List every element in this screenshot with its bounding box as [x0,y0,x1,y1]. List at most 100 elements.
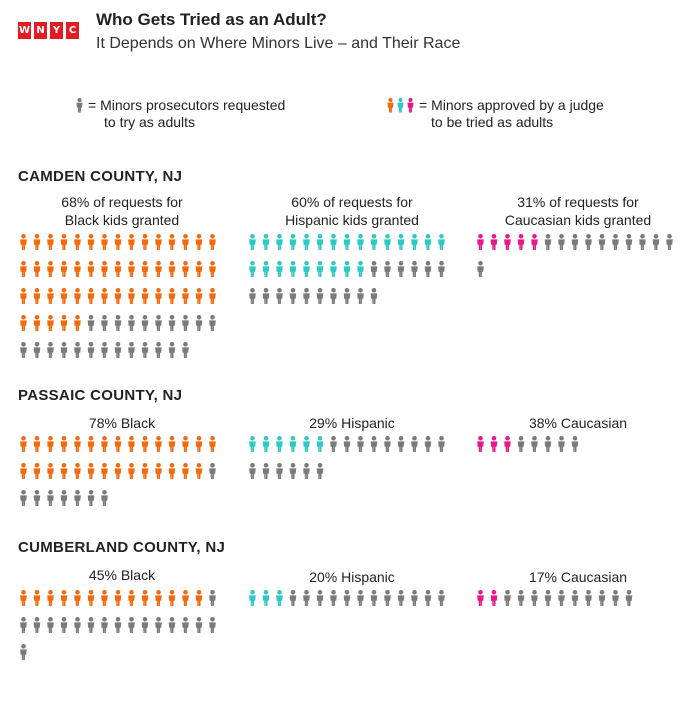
passaic-black-approved-person-icon [141,463,149,479]
passaic-black-approved-person-icon [195,463,203,479]
camden-hispanic-approved-person-icon [249,261,256,277]
camden-caucasian-requested-person-icon [598,234,606,250]
camden-caucasian-label-line1: 31% of requests for [517,194,639,210]
passaic-black-approved-person-icon [182,436,189,452]
camden-black-requested-person-icon [168,315,176,331]
passaic-hispanic-requested-person-icon [384,436,391,452]
passaic-black-approved-person-icon [74,463,81,479]
camden-hispanic-approved-person-icon [249,234,256,250]
camden-hispanic-approved-person-icon [384,234,391,250]
cumberland-caucasian-requested-person-icon [585,590,592,606]
cumberland-black-approved-person-icon [33,590,41,606]
passaic-hispanic-approved-person-icon [289,436,297,452]
passaic-hispanic-requested-person-icon [303,463,310,479]
camden-black-approved-person-icon [195,261,203,277]
passaic-black-approved-person-icon [209,436,216,452]
passaic-black-requested-person-icon [74,490,81,506]
camden-black-approved-person-icon [209,234,216,250]
camden-hispanic-approved-person-icon [397,234,405,250]
passaic-black-approved-person-icon [101,463,108,479]
passaic-caucasian-requested-person-icon [544,436,552,452]
camden-caucasian-approved-person-icon [477,234,484,250]
passaic-hispanic-requested-person-icon [289,463,297,479]
cumberland-caucasian-requested-person-icon [612,590,619,606]
passaic-hispanic-requested-person-icon [438,436,445,452]
cumberland-hispanic-requested-person-icon [303,590,310,606]
camden-hispanic-approved-person-icon [303,261,310,277]
camden-black-approved-person-icon [74,315,81,331]
camden-black-requested-person-icon [168,342,176,358]
cumberland-black-approved-person-icon [195,590,203,606]
passaic-caucasian-label: 38% Caucasian [528,415,628,431]
passaic-hispanic-approved-person-icon [316,436,324,452]
camden-black-requested-person-icon [20,342,27,358]
cumberland-black-label: 45% Black [88,567,156,583]
camden-black-approved-person-icon [20,288,27,304]
cumberland-black-requested-person-icon [20,617,27,633]
camden-hispanic-approved-person-icon [330,234,337,250]
camden-black-approved-person-icon [20,261,27,277]
camden-black-requested-person-icon [155,315,162,331]
cumberland-black-approved-person-icon [141,590,149,606]
passaic-black-approved-person-icon [60,463,68,479]
passaic-hispanic-approved-person-icon [249,436,256,452]
cumberland-black-requested-person-icon [87,617,95,633]
camden-black-label: 68% of requests for Black kids granted [22,193,222,229]
legend-approved-line2: to be tried as adults [431,114,554,130]
camden-hispanic-requested-person-icon [343,288,351,304]
camden-caucasian-requested-person-icon [585,234,592,250]
passaic-black-approved-person-icon [33,436,41,452]
passaic-black-requested-person-icon [209,463,216,479]
camden-hispanic-approved-person-icon [289,261,297,277]
passaic-hispanic-requested-person-icon [357,436,364,452]
cumberland-black-requested-person-icon [101,617,108,633]
camden-black-approved-person-icon [101,288,108,304]
cumberland-hispanic-requested-person-icon [384,590,391,606]
chart-subtitle: It Depends on Where Minors Live – and Th… [96,35,461,52]
cumberland-hispanic-approved-person-icon [262,590,270,606]
camden-black-approved-person-icon [128,261,135,277]
camden-hispanic-approved-person-icon [370,234,378,250]
camden-black-approved-person-icon [128,288,135,304]
camden-black-approved-person-icon [141,261,149,277]
passaic-black-requested-person-icon [47,490,54,506]
camden-black-requested-person-icon [209,315,216,331]
camden-black-approved-person-icon [155,288,162,304]
wnyc-logo: W N Y C [18,22,79,39]
camden-hispanic-approved-person-icon [303,234,310,250]
cumberland-black-requested-person-icon [155,617,162,633]
passaic-black-requested-person-icon [20,490,27,506]
camden-black-requested-person-icon [87,342,95,358]
passaic-hispanic-approved-person-icon [262,436,270,452]
camden-black-requested-person-icon [74,342,81,358]
cumberland-black-approved-person-icon [155,590,162,606]
cumberland-hispanic-requested-person-icon [316,590,324,606]
cumberland-hispanic-requested-person-icon [411,590,418,606]
camden-black-approved-person-icon [182,288,189,304]
camden-hispanic-approved-person-icon [357,261,364,277]
camden-black-requested-person-icon [182,315,189,331]
cumberland-hispanic-requested-person-icon [330,590,337,606]
camden-black-approved-person-icon [182,261,189,277]
camden-hispanic-approved-person-icon [262,261,270,277]
cumberland-caucasian-approved-person-icon [477,590,484,606]
passaic-black-approved-person-icon [128,463,135,479]
camden-caucasian-label: 31% of requests for Caucasian kids grant… [478,193,678,229]
passaic-caucasian-approved-person-icon [477,436,484,452]
cumberland-black-requested-person-icon [141,617,149,633]
logo-letter-c: C [66,22,79,39]
person-icon [76,98,83,113]
camden-caucasian-approved-person-icon [490,234,498,250]
camden-hispanic-approved-person-icon [316,261,324,277]
legend-approved: = Minors approved by a judge to be tried… [386,97,604,131]
camden-hispanic-approved-person-icon [411,234,418,250]
cumberland-black-requested-person-icon [168,617,176,633]
passaic-caucasian-approved-person-icon [490,436,498,452]
legend-approved-line1: = Minors approved by a judge [419,97,604,113]
cumberland-black-requested-person-icon [128,617,135,633]
legend-requested: = Minors prosecutors requested to try as… [75,97,285,131]
camden-hispanic-requested-person-icon [276,288,283,304]
camden-black-approved-person-icon [60,234,68,250]
camden-hispanic-requested-person-icon [370,261,378,277]
